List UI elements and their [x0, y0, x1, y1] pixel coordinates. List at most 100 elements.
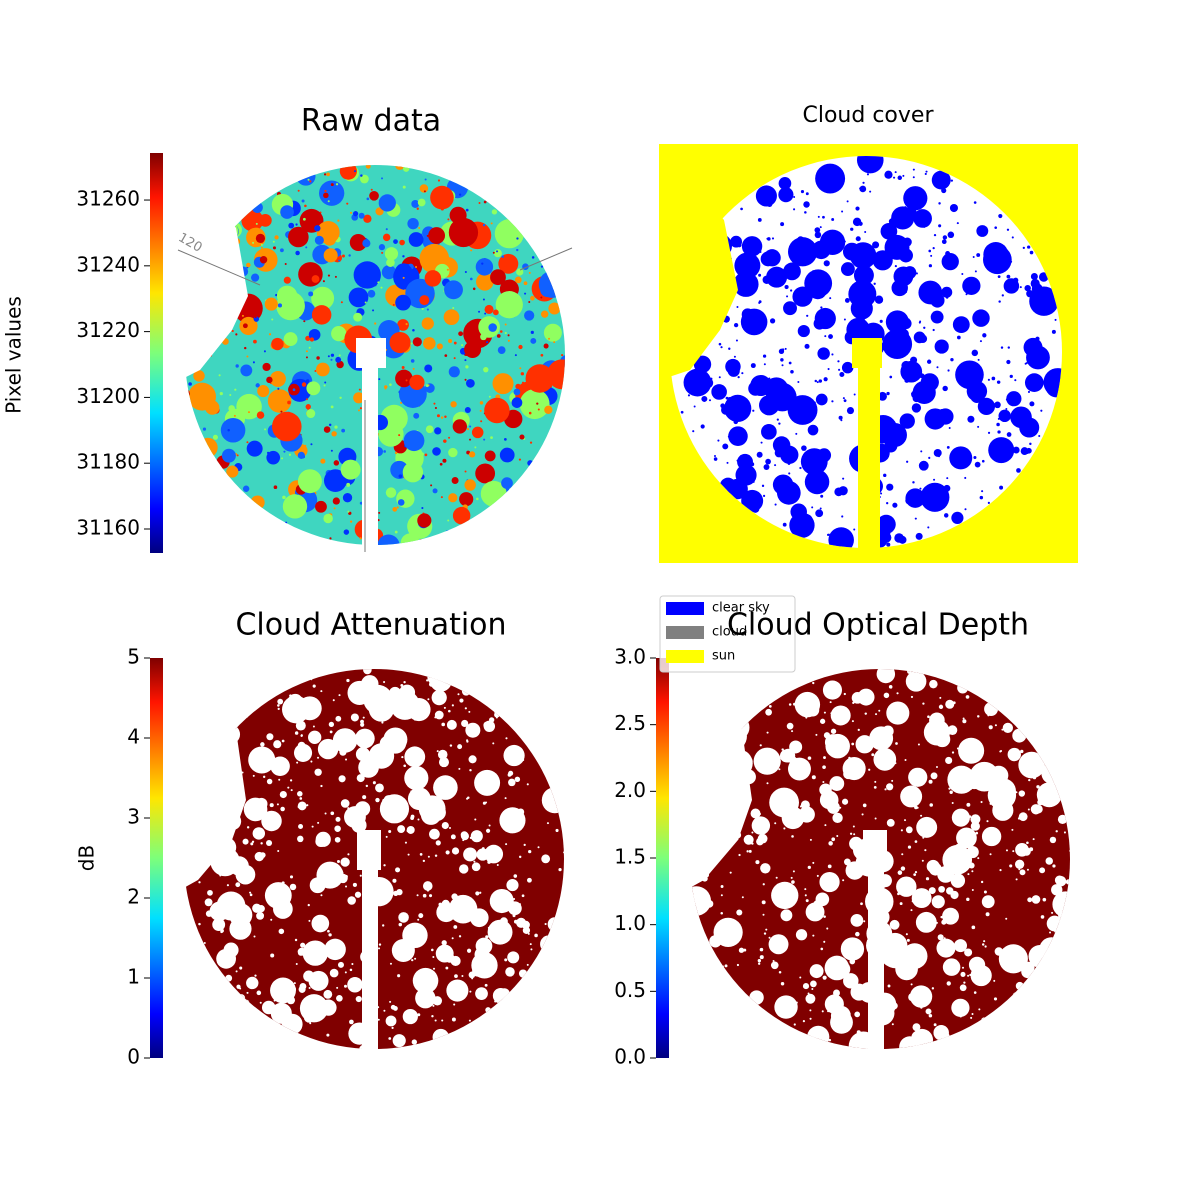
texture: [989, 853, 992, 856]
texture: [283, 450, 286, 453]
texture: [780, 982, 785, 986]
texture: [807, 756, 812, 760]
texture: [924, 849, 927, 852]
texture: [973, 991, 977, 994]
texture: [328, 933, 332, 937]
texture: [340, 799, 350, 808]
texture: [359, 407, 363, 410]
texture: [833, 989, 840, 997]
texture: [1045, 953, 1048, 956]
texture: [513, 897, 516, 900]
texture: [1028, 944, 1052, 968]
texture: [236, 454, 239, 457]
texture: [490, 222, 493, 225]
texture: [492, 309, 499, 316]
texture: [250, 495, 265, 510]
texture: [277, 387, 280, 390]
texture: [504, 323, 507, 326]
texture: [453, 1003, 456, 1006]
texture: [465, 722, 481, 738]
texture: [896, 213, 899, 216]
texture: [823, 260, 830, 267]
texture: [1049, 836, 1057, 844]
texture: [432, 447, 441, 456]
texture: [755, 185, 777, 207]
texture: [299, 797, 303, 800]
texture: [982, 780, 985, 783]
texture: [853, 393, 856, 396]
texture: [793, 208, 796, 211]
texture: [967, 415, 975, 423]
texture: [457, 693, 460, 696]
texture: [419, 852, 423, 856]
texture: [505, 737, 508, 740]
texture: [971, 925, 976, 930]
colorbar-tick-label: 31260: [76, 187, 140, 211]
texture: [401, 755, 404, 759]
texture: [916, 806, 919, 809]
texture: [270, 977, 296, 1004]
texture: [328, 423, 332, 427]
texture: [766, 412, 769, 416]
texture: [784, 270, 789, 275]
texture: [476, 696, 479, 699]
texture: [911, 390, 920, 399]
texture: [917, 743, 920, 746]
texture: [327, 355, 330, 358]
texture: [470, 277, 473, 281]
texture: [434, 1019, 437, 1022]
colorbar-tick-label: 0.0: [614, 1045, 646, 1069]
texture: [546, 789, 551, 795]
texture: [919, 487, 922, 490]
texture: [979, 495, 984, 500]
texture: [543, 343, 549, 349]
texture: [242, 838, 249, 845]
texture: [998, 300, 1001, 303]
texture: [757, 316, 765, 323]
texture: [888, 755, 891, 758]
texture: [392, 303, 395, 306]
texture: [899, 902, 903, 906]
texture: [864, 712, 867, 715]
texture: [537, 408, 540, 411]
texture: [382, 233, 391, 242]
texture: [720, 346, 723, 349]
texture: [1028, 779, 1031, 782]
texture: [809, 964, 824, 979]
texture: [913, 873, 917, 876]
texture: [309, 337, 315, 342]
texture: [451, 704, 454, 707]
texture: [536, 402, 539, 405]
texture: [976, 225, 989, 237]
texture: [734, 252, 761, 279]
texture: [259, 852, 266, 858]
texture: [928, 456, 931, 459]
texture: [441, 722, 446, 727]
texture: [842, 242, 861, 261]
texture: [993, 997, 998, 1001]
texture: [424, 453, 428, 457]
texture: [962, 276, 981, 295]
texture: [930, 293, 945, 308]
texture: [239, 966, 243, 970]
texture: [381, 251, 384, 254]
texture: [235, 882, 241, 888]
texture: [375, 783, 384, 793]
texture: [283, 332, 298, 347]
texture: [893, 266, 914, 287]
texture: [212, 434, 218, 440]
texture: [227, 428, 230, 432]
texture: [886, 502, 889, 505]
texture: [973, 201, 977, 204]
texture: [843, 318, 846, 321]
texture: [311, 305, 332, 325]
texture: [720, 885, 724, 888]
colorbar-tick-label: 31200: [76, 384, 140, 408]
texture: [761, 900, 766, 905]
texture: [441, 821, 449, 830]
texture: [283, 276, 291, 284]
texture: [331, 431, 337, 437]
texture: [815, 509, 824, 518]
texture: [793, 1023, 796, 1026]
texture: [336, 994, 343, 1002]
